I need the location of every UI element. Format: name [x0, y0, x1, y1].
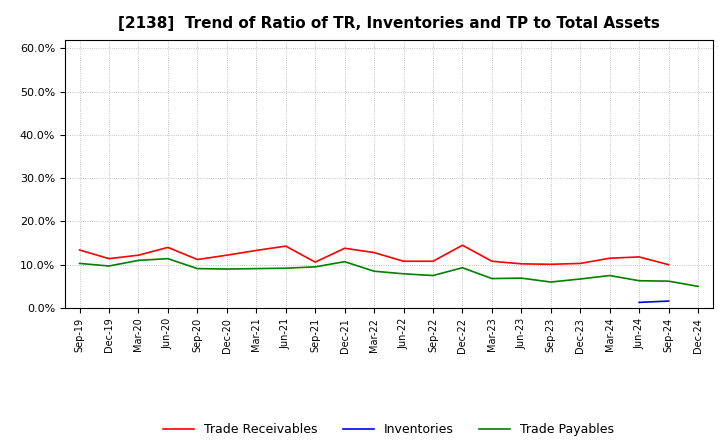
Trade Payables: [341, 259, 349, 264]
Trade Receivables: [370, 250, 379, 255]
Trade Payables: [75, 261, 84, 266]
Trade Receivables: [606, 256, 614, 261]
Line: Trade Receivables: Trade Receivables: [79, 245, 669, 265]
Trade Payables: [576, 276, 585, 282]
Line: Inventories: Inventories: [639, 301, 669, 302]
Trade Payables: [163, 256, 172, 261]
Inventories: [635, 300, 644, 305]
Trade Receivables: [341, 246, 349, 251]
Trade Receivables: [104, 256, 113, 261]
Trade Receivables: [665, 262, 673, 268]
Trade Payables: [399, 271, 408, 276]
Trade Receivables: [163, 245, 172, 250]
Trade Receivables: [222, 253, 231, 258]
Trade Receivables: [517, 261, 526, 267]
Trade Payables: [428, 273, 437, 278]
Trade Receivables: [546, 262, 555, 267]
Trade Payables: [458, 265, 467, 270]
Trade Payables: [134, 258, 143, 263]
Trade Receivables: [487, 259, 496, 264]
Trade Payables: [193, 266, 202, 271]
Inventories: [665, 298, 673, 304]
Trade Receivables: [252, 248, 261, 253]
Trade Payables: [694, 284, 703, 289]
Trade Payables: [282, 265, 290, 271]
Trade Payables: [487, 276, 496, 281]
Trade Payables: [104, 264, 113, 269]
Trade Receivables: [134, 253, 143, 258]
Trade Receivables: [75, 247, 84, 253]
Trade Payables: [311, 264, 320, 270]
Trade Payables: [665, 279, 673, 284]
Trade Payables: [606, 273, 614, 278]
Trade Receivables: [193, 257, 202, 262]
Trade Receivables: [576, 261, 585, 266]
Title: [2138]  Trend of Ratio of TR, Inventories and TP to Total Assets: [2138] Trend of Ratio of TR, Inventories…: [118, 16, 660, 32]
Trade Receivables: [428, 259, 437, 264]
Trade Receivables: [635, 254, 644, 260]
Trade Receivables: [282, 243, 290, 249]
Trade Receivables: [399, 259, 408, 264]
Line: Trade Payables: Trade Payables: [79, 259, 698, 286]
Trade Payables: [222, 266, 231, 271]
Trade Payables: [517, 275, 526, 281]
Legend: Trade Receivables, Inventories, Trade Payables: Trade Receivables, Inventories, Trade Pa…: [158, 418, 619, 440]
Trade Payables: [635, 278, 644, 283]
Trade Receivables: [458, 242, 467, 248]
Trade Payables: [546, 279, 555, 285]
Trade Payables: [370, 268, 379, 274]
Trade Receivables: [311, 260, 320, 265]
Trade Payables: [252, 266, 261, 271]
